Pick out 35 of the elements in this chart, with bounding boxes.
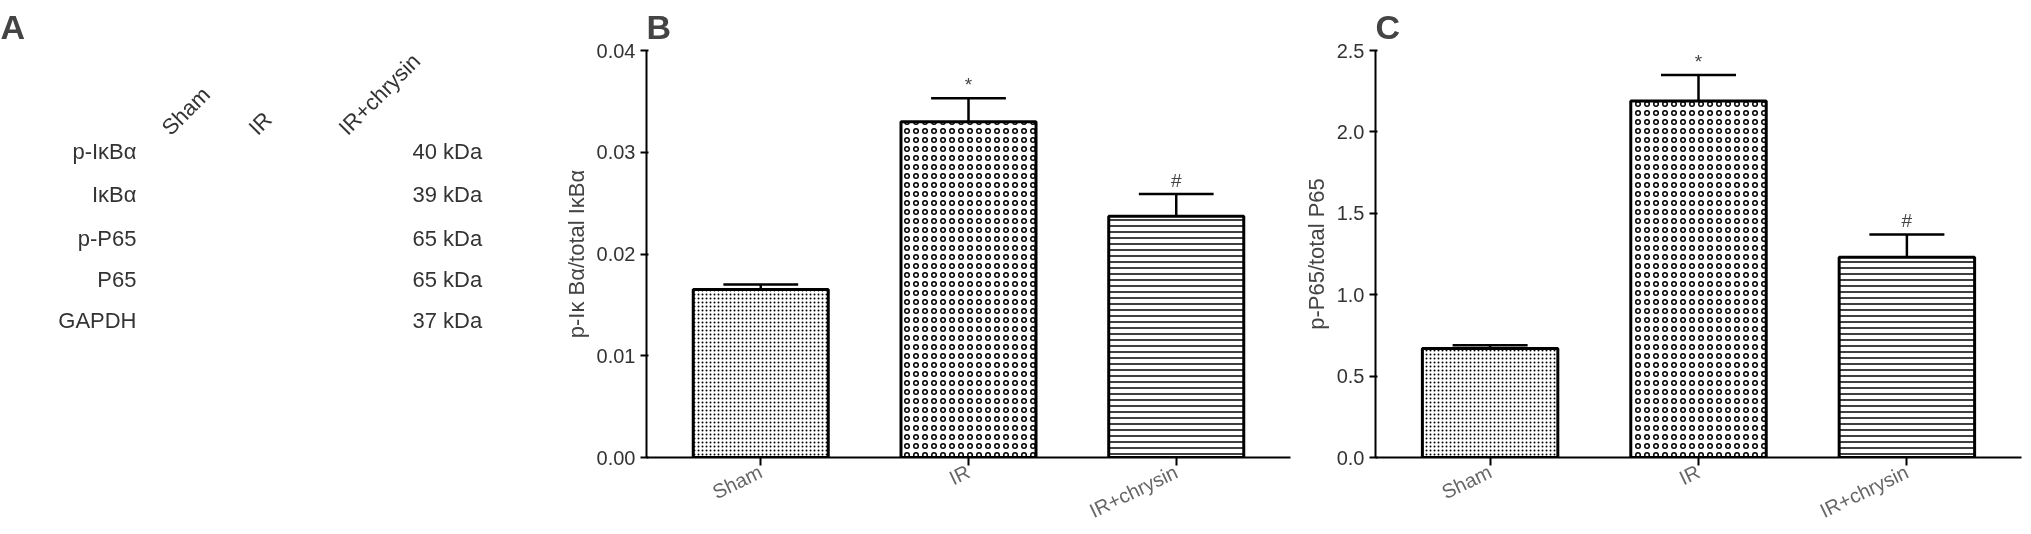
- annotation: #: [1170, 169, 1182, 191]
- annotation: *: [1694, 50, 1703, 72]
- text: IκBα: [92, 182, 137, 208]
- x-tick-label: Sham: [1438, 460, 1495, 504]
- text: 37 kDa: [412, 308, 483, 334]
- chart-title: C: [1375, 7, 1401, 46]
- annotation: #: [1901, 210, 1913, 232]
- x-tick-label: IR: [1675, 460, 1704, 490]
- annotation: *: [964, 74, 973, 96]
- text: A: [0, 7, 26, 46]
- y-tick-label: 0.01: [596, 344, 636, 367]
- text: P65: [97, 267, 137, 293]
- y-tick-label: 1.5: [1336, 202, 1365, 225]
- text: IR: [243, 106, 277, 141]
- text: p-P65: [77, 225, 137, 251]
- text: p-IκBα: [72, 138, 137, 164]
- text: 65 kDa: [412, 225, 483, 251]
- y-tick-label: 2.5: [1336, 39, 1365, 62]
- y-tick-label: 0.04: [596, 39, 636, 62]
- y-tick-label: 1.0: [1336, 283, 1365, 306]
- text: 40 kDa: [412, 138, 483, 164]
- y-axis-title: p-P65/total P65: [1303, 178, 1329, 330]
- y-tick-label: 0.00: [596, 446, 636, 469]
- x-tick-label: Sham: [708, 460, 766, 504]
- y-tick-label: 0.5: [1336, 365, 1365, 388]
- y-tick-label: 2.0: [1336, 120, 1365, 143]
- text: GAPDH: [58, 308, 137, 334]
- y-tick-label: 0.03: [596, 141, 636, 164]
- x-tick-label: IR: [945, 460, 974, 490]
- text: 39 kDa: [412, 182, 483, 208]
- y-tick-label: 0.0: [1336, 446, 1365, 469]
- y-axis-title: p-Iκ Bα/total IκBα: [563, 169, 589, 339]
- chart-title: B: [646, 7, 672, 46]
- text: 65 kDa: [412, 267, 483, 293]
- y-tick-label: 0.02: [596, 243, 636, 265]
